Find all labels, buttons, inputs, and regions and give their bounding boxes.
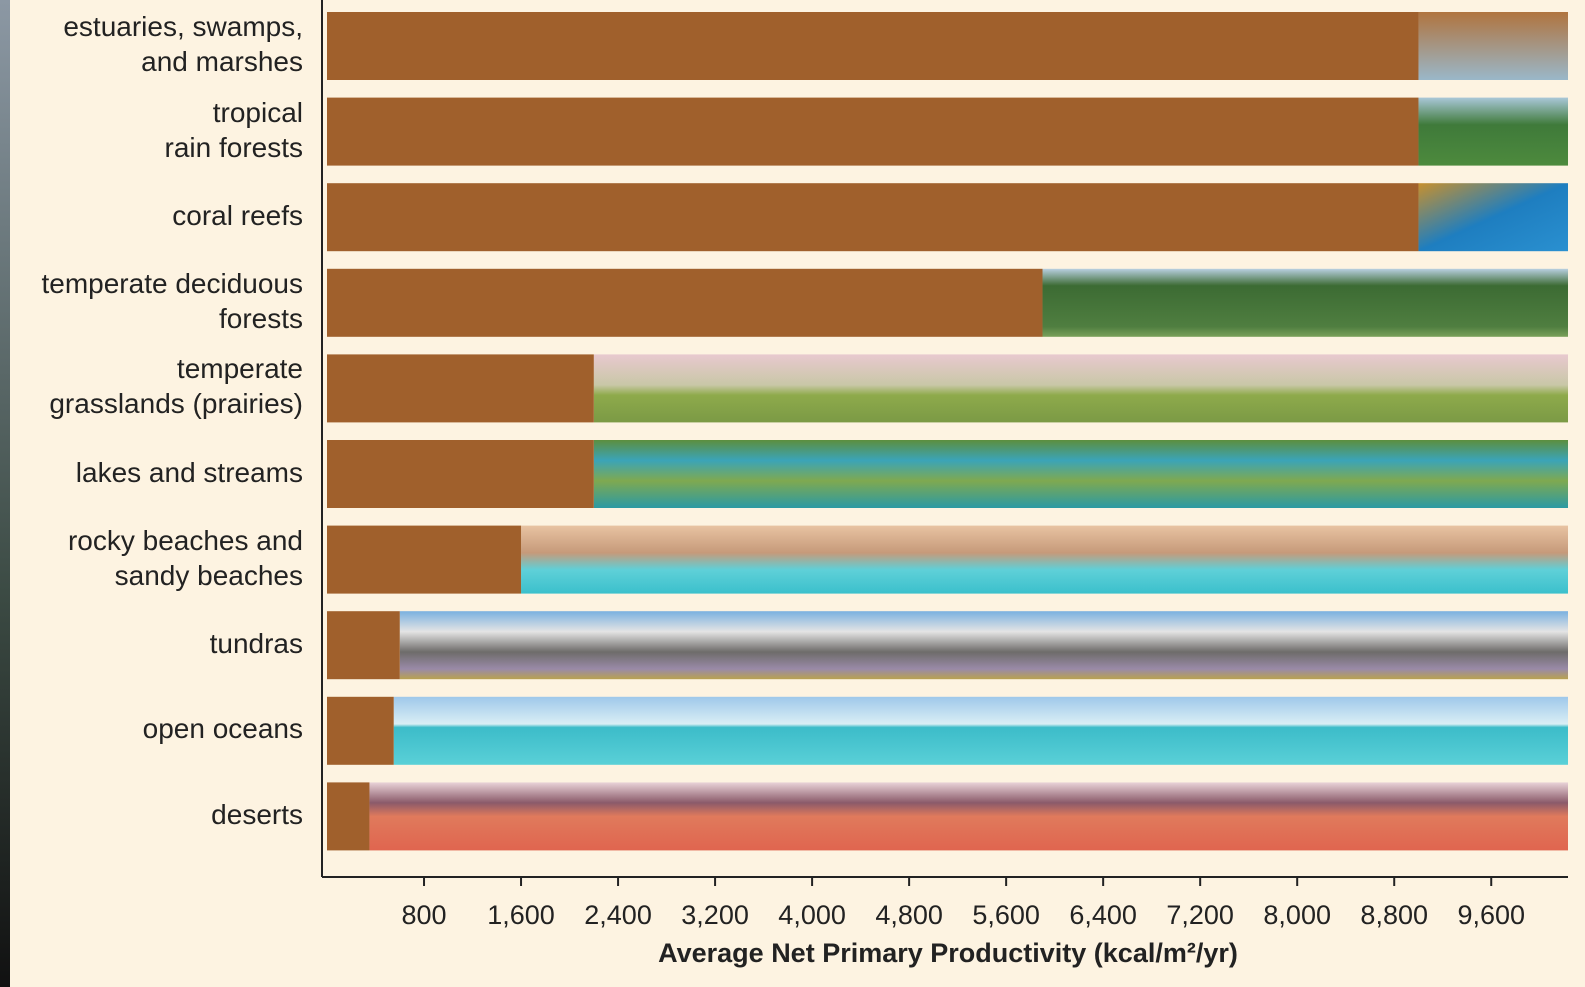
x-tick-label: 4,800 — [875, 900, 943, 930]
x-axis-label: Average Net Primary Productivity (kcal/m… — [658, 938, 1238, 968]
habitat-scene — [400, 611, 1568, 679]
x-tick-label: 7,200 — [1166, 900, 1234, 930]
bar — [327, 269, 1043, 337]
habitat-scene — [394, 697, 1568, 765]
habitat-scene — [594, 440, 1568, 508]
x-tick-label: 8,800 — [1360, 900, 1428, 930]
bar — [327, 611, 400, 679]
x-tick-label: 9,600 — [1457, 900, 1525, 930]
habitat-scene — [1418, 12, 1568, 80]
x-tick-label: 4,000 — [778, 900, 846, 930]
category-label: tundras — [0, 626, 303, 661]
page: {"chart_data": {"type": "hbar", "x_label… — [0, 0, 1585, 987]
x-tick-label: 8,000 — [1263, 900, 1331, 930]
category-label: coral reefs — [0, 198, 303, 233]
bar — [327, 782, 369, 850]
habitat-scene — [369, 782, 1568, 850]
category-label: deserts — [0, 797, 303, 832]
x-tick-label: 3,200 — [681, 900, 749, 930]
habitat-scene — [521, 526, 1568, 594]
x-tick-label: 800 — [401, 900, 446, 930]
bar — [327, 354, 594, 422]
category-label: lakes and streams — [0, 455, 303, 490]
habitat-scene — [1043, 269, 1568, 337]
bar — [327, 697, 394, 765]
category-label: rocky beaches and sandy beaches — [0, 523, 303, 593]
bar — [327, 98, 1418, 166]
bar — [327, 183, 1418, 251]
x-tick-label: 1,600 — [487, 900, 555, 930]
x-tick-label: 6,400 — [1069, 900, 1137, 930]
bar — [327, 12, 1418, 80]
habitat-scene — [594, 354, 1568, 422]
bar — [327, 440, 594, 508]
bar — [327, 526, 521, 594]
x-tick-label: 5,600 — [972, 900, 1040, 930]
category-label: open oceans — [0, 711, 303, 746]
category-label: temperate grasslands (prairies) — [0, 351, 303, 421]
category-label: tropical rain forests — [0, 95, 303, 165]
category-label: estuaries, swamps, and marshes — [0, 9, 303, 79]
habitat-scene — [1418, 98, 1568, 166]
habitat-scene — [1418, 183, 1568, 251]
category-label: temperate deciduous forests — [0, 266, 303, 336]
x-tick-label: 2,400 — [584, 900, 652, 930]
